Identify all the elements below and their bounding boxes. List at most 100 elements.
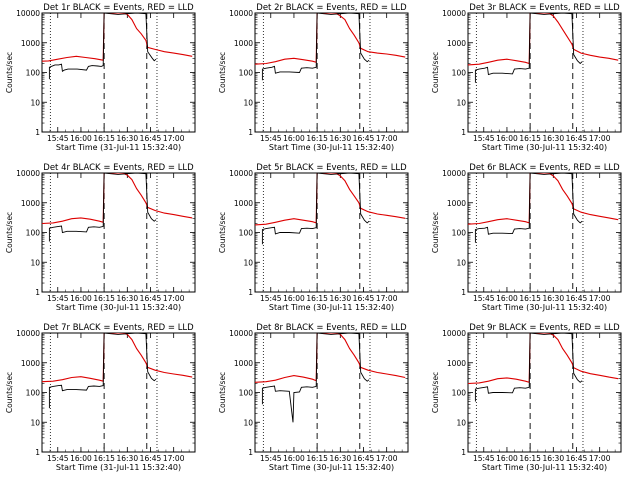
x-tick-label: 16:00 — [70, 134, 92, 143]
y-tick-label: 10 — [243, 258, 253, 267]
series-line-lld — [468, 173, 619, 225]
chart-panel-det-3r: Det 3r BLACK = Events, RED = LLD 1 10 100 10… — [426, 0, 639, 160]
x-tick-label: 15:45 — [47, 294, 69, 303]
x-tick-label: 17:00 — [376, 294, 398, 303]
y-tick-label: 1000 — [21, 199, 40, 208]
y-tick-label: 1000 — [234, 199, 253, 208]
x-tick-label: 16:30 — [542, 454, 564, 463]
y-tick-label: 10 — [30, 98, 40, 107]
chart-title: Det 1r BLACK = Events, RED = LLD — [43, 3, 194, 13]
x-axis-label: Start Time (31-Jul-11 15:32:40) — [56, 143, 181, 152]
x-tick-label: 16:15 — [306, 454, 328, 463]
x-tick-label: 15:45 — [473, 294, 495, 303]
x-tick-label: 17:00 — [163, 294, 185, 303]
series-line-events — [48, 333, 157, 409]
series-line-events — [261, 173, 370, 245]
y-tick-label: 1 — [248, 448, 253, 457]
x-tick-label: 16:30 — [116, 134, 138, 143]
series-line-events — [48, 173, 157, 242]
x-tick-label: 16:00 — [283, 454, 305, 463]
y-tick-label: 10000 — [229, 9, 253, 18]
x-tick-label: 16:00 — [496, 294, 518, 303]
chart-svg-det-9r: Det 9r BLACK = Events, RED = LLD 1 10 100 10… — [431, 323, 622, 472]
y-tick-label: 100 — [452, 389, 467, 398]
plot-frame — [41, 172, 196, 293]
series-line-lld — [42, 13, 193, 62]
y-tick-label: 10000 — [16, 329, 40, 338]
chart-title: Det 8r BLACK = Events, RED = LLD — [256, 323, 407, 333]
x-tick-label: 16:30 — [329, 454, 351, 463]
chart-panel-det-6r: Det 6r BLACK = Events, RED = LLD 1 10 100 10… — [426, 160, 639, 320]
chart-panel-det-9r: Det 9r BLACK = Events, RED = LLD 1 10 100 10… — [426, 320, 639, 480]
y-tick-label: 1 — [35, 448, 40, 457]
y-tick-label: 10 — [456, 258, 466, 267]
y-tick-label: 1 — [35, 288, 40, 297]
y-tick-label: 100 — [452, 229, 467, 238]
y-axis-label: Counts/sec — [5, 212, 14, 253]
x-axis-label: Start Time (30-Jul-11 15:32:40) — [269, 303, 394, 312]
x-tick-label: 16:45 — [566, 454, 588, 463]
x-tick-label: 16:00 — [283, 294, 305, 303]
series-line-events — [48, 13, 157, 80]
series-line-events — [474, 13, 583, 83]
y-tick-label: 100 — [239, 69, 254, 78]
y-tick-label: 1000 — [447, 359, 466, 368]
y-tick-label: 10 — [243, 98, 253, 107]
x-tick-label: 17:00 — [163, 454, 185, 463]
y-tick-label: 100 — [239, 389, 254, 398]
y-tick-label: 10000 — [16, 9, 40, 18]
series-line-lld — [42, 333, 193, 383]
chart-panel-det-5r: Det 5r BLACK = Events, RED = LLD 1 10 100 10… — [213, 160, 426, 320]
x-tick-label: 16:15 — [93, 454, 115, 463]
x-tick-label: 16:30 — [329, 134, 351, 143]
y-tick-label: 1000 — [447, 39, 466, 48]
x-tick-label: 15:45 — [47, 134, 69, 143]
y-axis-label: Counts/sec — [5, 52, 14, 93]
y-tick-label: 100 — [26, 69, 41, 78]
x-tick-label: 15:45 — [260, 294, 282, 303]
x-tick-label: 16:00 — [70, 454, 92, 463]
x-tick-label: 17:00 — [589, 134, 611, 143]
x-tick-label: 16:30 — [329, 294, 351, 303]
y-tick-label: 10000 — [442, 329, 466, 338]
y-tick-label: 100 — [239, 229, 254, 238]
chart-title: Det 5r BLACK = Events, RED = LLD — [256, 163, 407, 173]
y-tick-label: 10 — [30, 258, 40, 267]
y-tick-label: 1000 — [234, 359, 253, 368]
y-tick-label: 10000 — [229, 169, 253, 178]
series-line-events — [261, 333, 370, 423]
x-tick-label: 16:45 — [566, 134, 588, 143]
x-tick-label: 16:45 — [353, 294, 375, 303]
series-line-lld — [255, 13, 406, 65]
chart-title: Det 6r BLACK = Events, RED = LLD — [469, 163, 620, 173]
x-tick-label: 16:15 — [519, 134, 541, 143]
x-tick-label: 16:30 — [542, 134, 564, 143]
x-tick-label: 16:15 — [306, 134, 328, 143]
y-tick-label: 1 — [461, 288, 466, 297]
y-tick-label: 1 — [461, 128, 466, 137]
x-tick-label: 17:00 — [589, 294, 611, 303]
series-line-events — [474, 333, 583, 402]
x-tick-label: 16:00 — [496, 134, 518, 143]
chart-svg-det-1r: Det 1r BLACK = Events, RED = LLD 1 10 100 10… — [5, 3, 196, 152]
chart-svg-det-3r: Det 3r BLACK = Events, RED = LLD 1 10 100 10… — [431, 3, 622, 152]
x-tick-label: 16:45 — [353, 454, 375, 463]
y-axis-label: Counts/sec — [218, 372, 227, 413]
y-tick-label: 100 — [452, 69, 467, 78]
y-tick-label: 1000 — [21, 359, 40, 368]
x-tick-label: 16:15 — [519, 454, 541, 463]
x-tick-label: 16:00 — [496, 454, 518, 463]
x-tick-label: 15:45 — [260, 134, 282, 143]
y-axis-label: Counts/sec — [5, 372, 14, 413]
x-axis-label: Start Time (30-Jul-11 15:32:40) — [482, 303, 607, 312]
x-tick-label: 17:00 — [589, 454, 611, 463]
chart-svg-det-4r: Det 4r BLACK = Events, RED = LLD 1 10 100 10… — [5, 163, 196, 312]
x-axis-label: Start Time (31-Jul-11 15:32:40) — [56, 463, 181, 472]
y-tick-label: 10 — [456, 418, 466, 427]
y-tick-label: 1 — [248, 288, 253, 297]
chart-panel-det-1r: Det 1r BLACK = Events, RED = LLD 1 10 100 10… — [0, 0, 213, 160]
x-tick-label: 15:45 — [260, 454, 282, 463]
y-tick-label: 1 — [248, 128, 253, 137]
x-axis-label: Start Time (30-Jul-11 15:32:40) — [269, 463, 394, 472]
